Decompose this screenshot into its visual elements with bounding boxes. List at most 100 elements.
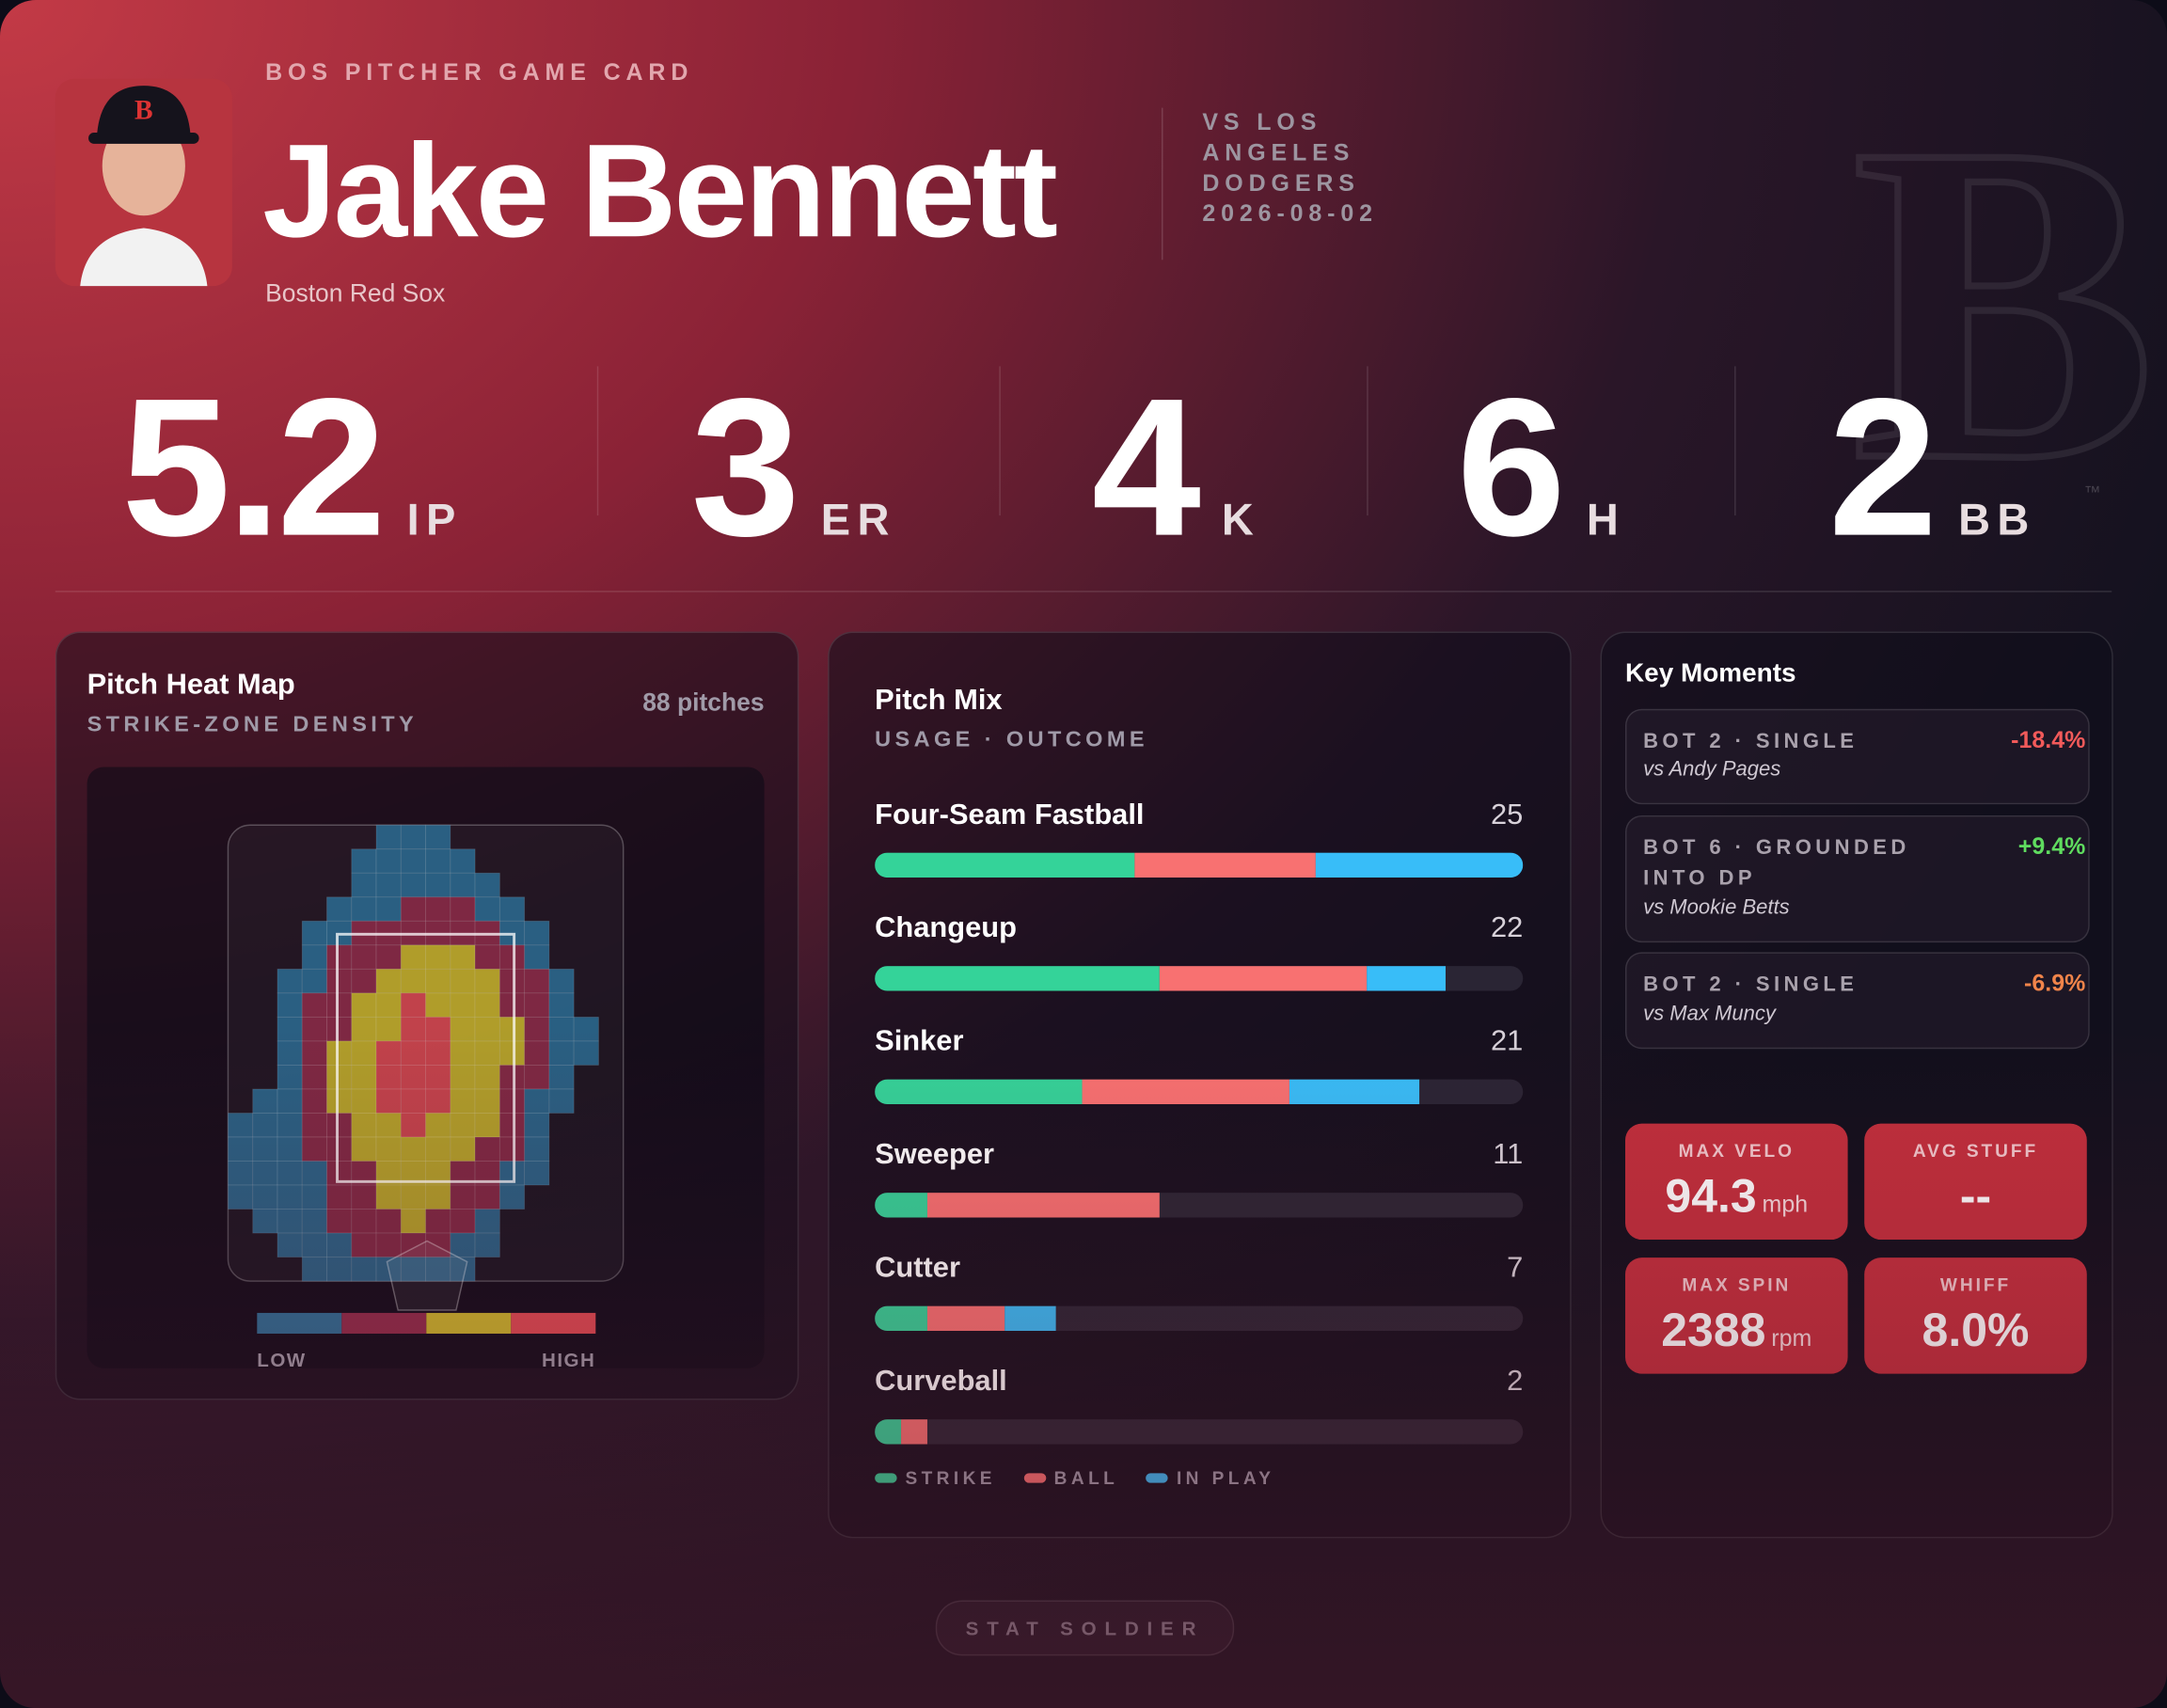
bar-segment: [1367, 966, 1446, 991]
heat-cell: [474, 968, 500, 994]
heat-cell: [524, 1136, 550, 1162]
heat-cell: [425, 1113, 451, 1138]
heat-cell: [425, 1088, 451, 1114]
bar-segment: [1082, 1079, 1290, 1105]
tile-value: --: [1864, 1171, 2087, 1225]
heat-cell: [450, 1232, 476, 1258]
heat-cell: [252, 1113, 278, 1138]
heat-cell: [351, 1016, 377, 1042]
stat: 5.2 IP: [121, 357, 462, 578]
heat-cell: [326, 1040, 353, 1066]
moment-card: [1625, 952, 2090, 1050]
heat-cell: [301, 1088, 327, 1114]
pitch-name: Four-Seam Fastball: [875, 799, 1145, 831]
moment-event: BOT 2 · SINGLE: [1643, 729, 1859, 753]
heat-cell: [228, 1161, 254, 1186]
legend-swatch: [257, 1312, 342, 1334]
heat-cell: [524, 1113, 550, 1138]
heat-cell: [450, 992, 476, 1018]
heat-cell: [351, 1257, 377, 1282]
pitch-count: 22: [1490, 911, 1524, 944]
heat-cell: [301, 920, 327, 946]
heat-cell: [400, 1064, 427, 1090]
heat-cell: [351, 848, 377, 874]
heat-cell: [498, 1016, 526, 1042]
heat-cell: [474, 896, 500, 922]
heat-cell: [277, 1040, 303, 1066]
legend-low: LOW: [257, 1349, 307, 1371]
heat-cell: [351, 896, 377, 922]
heat-cell: [375, 1113, 402, 1138]
team: Boston Red Sox: [265, 278, 446, 308]
pitch-count: 7: [1507, 1252, 1524, 1285]
heat-cell: [450, 848, 476, 874]
svg-text:B: B: [134, 95, 153, 125]
heat-cell: [326, 1184, 353, 1210]
heat-cell: [498, 992, 526, 1018]
stat-tile: MAX VELO 94.3 mph: [1625, 1123, 1848, 1241]
heat-cell: [400, 872, 427, 898]
stat-divider: [1734, 366, 1736, 516]
heat-cell: [450, 1136, 476, 1162]
heat-cell: [474, 1184, 500, 1210]
heat-cell: [474, 944, 500, 970]
heat-cell: [498, 1040, 526, 1066]
heat-cell: [524, 1064, 550, 1090]
bar-segment: [875, 852, 1134, 878]
heat-cell: [524, 1016, 550, 1042]
heat-cell: [450, 1257, 476, 1282]
heat-cell: [450, 872, 476, 898]
heat-cell: [301, 1064, 327, 1090]
moment-batter: vs Mookie Betts: [1643, 895, 1790, 920]
heat-cell: [498, 1088, 526, 1114]
stat-divider: [596, 366, 599, 516]
key-moments-title: Key Moments: [1625, 658, 1796, 688]
tile-label: MAX SPIN: [1682, 1273, 1792, 1295]
pitch-mix-subtitle: USAGE · OUTCOME: [875, 728, 1148, 752]
heat-cell: [375, 1184, 402, 1210]
heat-cell: [573, 1040, 599, 1066]
heat-cell: [326, 944, 353, 970]
heat-cell: [301, 1161, 327, 1186]
bar-segment: [900, 1419, 927, 1445]
stat-value: 5.2: [121, 357, 386, 578]
heat-cell: [400, 1113, 427, 1138]
heat-cell: [474, 1209, 500, 1234]
heat-cell: [450, 1184, 476, 1210]
stat-label: BB: [1958, 495, 2036, 545]
heat-cell: [450, 1016, 476, 1042]
heat-cell: [524, 1088, 550, 1114]
pitch-count: 21: [1490, 1025, 1524, 1058]
heat-cell: [375, 1088, 402, 1114]
heat-cell: [351, 1113, 377, 1138]
moment-delta: -6.9%: [2024, 970, 2086, 997]
heat-cell: [326, 1113, 353, 1138]
heat-cell: [375, 1136, 402, 1162]
tile-number: --: [1959, 1170, 1992, 1224]
heat-cell: [277, 1232, 303, 1258]
heat-cell: [375, 1064, 402, 1090]
heat-cell: [351, 944, 377, 970]
heat-cell: [252, 1161, 278, 1186]
heat-cell: [450, 968, 476, 994]
pitch-count: 88 pitches: [642, 688, 765, 717]
heat-cell: [351, 1209, 377, 1234]
stat-divider: [999, 366, 1001, 516]
heat-cell: [277, 1136, 303, 1162]
pitch-mix-title: Pitch Mix: [875, 684, 1003, 717]
heat-cell: [301, 1040, 327, 1066]
heat-cell: [351, 1040, 377, 1066]
legend-swatch: [426, 1312, 512, 1334]
logo-watermark: B: [1852, 50, 2156, 555]
heat-cell: [548, 1040, 575, 1066]
bar-segment: [1160, 966, 1368, 991]
heat-cell: [277, 1064, 303, 1090]
opponent-text: VS LOS ANGELES DODGERS: [1202, 109, 1360, 197]
heat-cell: [573, 1016, 599, 1042]
player-name: Jake Bennett: [262, 117, 1058, 266]
tile-value: 2388 rpm: [1625, 1305, 1848, 1358]
